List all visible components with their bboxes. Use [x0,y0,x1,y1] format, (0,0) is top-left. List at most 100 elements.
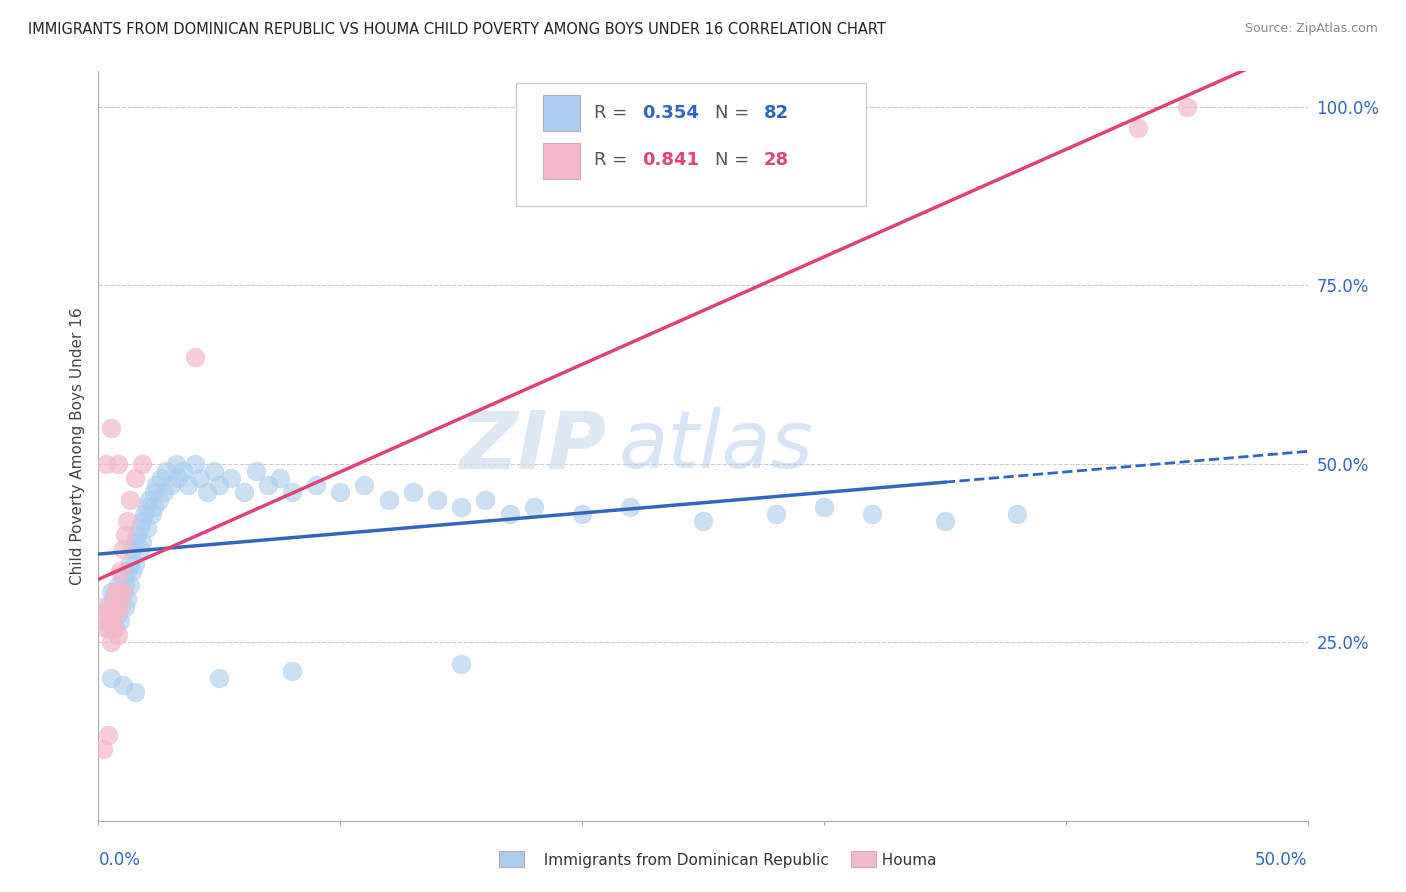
Point [1128,121,1150,136]
Point [128,542,150,557]
Point [100,607,122,621]
Text: IMMIGRANTS FROM DOMINICAN REPUBLIC VS HOUMA CHILD POVERTY AMONG BOYS UNDER 16 CO: IMMIGRANTS FROM DOMINICAN REPUBLIC VS HO… [28,22,886,37]
Point [619,500,641,514]
Point [208,478,231,492]
Point [104,599,127,614]
Point [450,657,472,671]
Point [101,614,124,628]
Point [107,457,129,471]
Point [121,564,143,578]
Point [108,564,131,578]
Point [91,742,114,756]
Point [269,471,291,485]
Point [281,664,304,678]
Point [765,507,787,521]
Point [127,528,149,542]
Text: 0.841: 0.841 [643,151,700,169]
Text: 50.0%: 50.0% [1256,851,1308,869]
Point [117,564,139,578]
Point [91,599,114,614]
Point [114,528,136,542]
Point [208,671,231,685]
Text: ZIP: ZIP [458,407,606,485]
Text: atlas: atlas [619,407,813,485]
Point [402,485,425,500]
Point [571,507,593,521]
Point [100,614,122,628]
Point [100,635,122,649]
Point [135,500,157,514]
Point [91,607,114,621]
Point [94,621,117,635]
Point [111,585,134,599]
Point [221,471,243,485]
FancyBboxPatch shape [543,143,579,178]
Text: Houma: Houma [872,854,936,868]
Point [104,621,127,635]
Point [813,500,835,514]
Point [131,514,153,528]
Point [107,607,129,621]
Point [101,621,124,635]
Point [94,457,117,471]
Point [184,457,207,471]
Point [97,599,120,614]
Point [143,500,166,514]
Point [256,478,278,492]
Text: 82: 82 [763,103,789,121]
Point [121,542,143,557]
Point [117,514,139,528]
Point [104,607,127,621]
Point [100,585,122,599]
Text: 0.354: 0.354 [643,103,699,121]
Point [450,500,472,514]
Point [305,478,328,492]
Point [97,621,120,635]
Point [108,614,131,628]
Point [131,535,153,549]
Point [141,507,163,521]
Point [124,471,146,485]
Point [114,578,136,592]
Point [117,592,139,607]
Point [155,464,177,478]
Point [692,514,714,528]
Point [131,457,153,471]
Point [118,557,141,571]
Point [111,571,134,585]
Point [172,464,194,478]
Point [148,492,170,507]
Point [104,585,127,599]
Point [124,685,146,699]
FancyBboxPatch shape [516,83,866,206]
Point [160,478,183,492]
Point [152,485,174,500]
Point [118,492,141,507]
Text: Immigrants from Dominican Republic: Immigrants from Dominican Republic [534,854,830,868]
Point [1175,100,1198,114]
Point [281,485,304,500]
Point [107,578,129,592]
Point [184,350,207,364]
Point [124,535,146,549]
Point [232,485,254,500]
Point [177,478,200,492]
Point [165,457,187,471]
Point [111,585,134,599]
Point [167,471,190,485]
Point [100,671,122,685]
Text: R =: R = [595,151,633,169]
Text: 28: 28 [763,151,789,169]
Point [111,678,134,692]
Point [108,599,131,614]
Point [124,557,146,571]
Point [498,507,520,521]
Point [188,471,211,485]
Point [111,542,134,557]
Point [135,521,157,535]
Bar [851,851,876,867]
Point [353,478,375,492]
Point [138,492,160,507]
Y-axis label: Child Poverty Among Boys Under 16: Child Poverty Among Boys Under 16 [69,307,84,585]
Point [101,599,124,614]
